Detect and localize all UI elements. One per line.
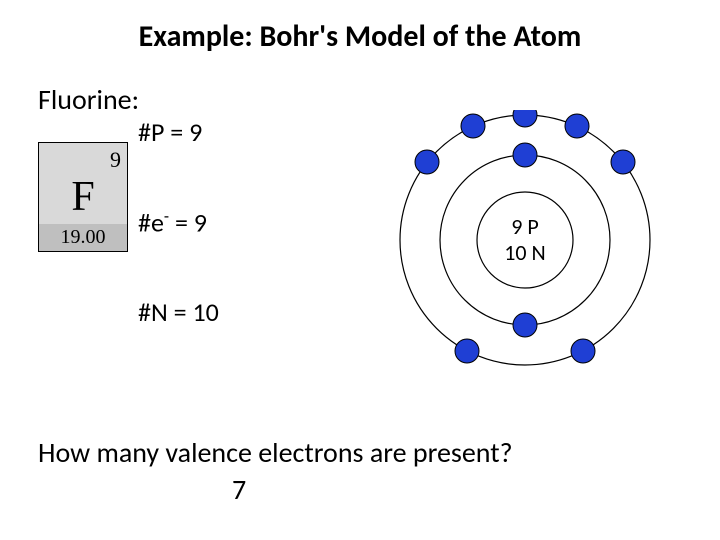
proton-count: #P = 9 <box>138 116 202 148</box>
svg-text:9 P: 9 P <box>511 213 539 240</box>
electron-count-suffix: = 9 <box>169 207 207 239</box>
element-name-label: Fluorine: <box>38 82 139 117</box>
svg-text:10 N: 10 N <box>504 239 545 266</box>
electron-count: #e- = 9 <box>138 206 207 239</box>
valence-question: How many valence electrons are present? <box>38 435 513 470</box>
valence-answer: 7 <box>232 472 246 507</box>
bohr-diagram: 9 P10 N <box>370 110 680 370</box>
element-symbol: F <box>39 173 127 221</box>
periodic-element-tile: 9 F 19.00 <box>38 142 128 252</box>
neutron-count: #N = 10 <box>138 296 219 328</box>
atomic-number: 9 <box>110 147 121 173</box>
atomic-mass: 19.00 <box>39 224 127 251</box>
electron-count-prefix: #e <box>138 207 164 239</box>
page-title: Example: Bohr's Model of the Atom <box>0 18 720 55</box>
